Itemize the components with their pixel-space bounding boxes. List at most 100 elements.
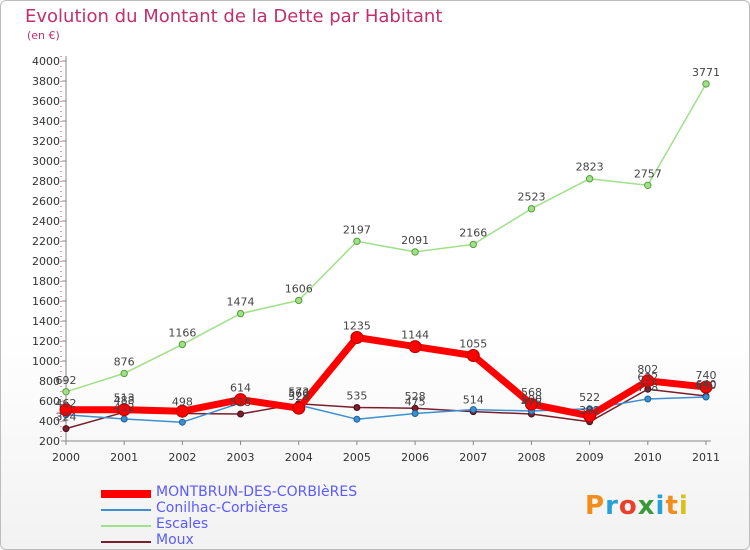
y-tick-label: 2200 (32, 235, 60, 248)
logo-letter: i (678, 491, 689, 521)
data-label-escales: 2823 (576, 161, 604, 174)
data-point-moux (353, 404, 361, 411)
data-point-conilhac (411, 410, 419, 417)
data-label-conilhac: 650 (696, 379, 717, 392)
logo-letter: o (618, 491, 638, 521)
data-label-montbrun: 568 (521, 386, 542, 399)
data-label-moux: 573 (288, 386, 309, 399)
data-point-montbrun (234, 393, 248, 407)
data-label-conilhac: 522 (579, 391, 600, 404)
x-tick-label: 2000 (52, 451, 80, 464)
data-label-moux: 498 (172, 396, 193, 409)
y-tick-label: 1200 (32, 335, 60, 348)
data-label-escales: 692 (56, 374, 77, 387)
data-label-moux: 392 (579, 404, 600, 417)
data-point-montbrun (524, 397, 538, 411)
data-point-montbrun (699, 380, 713, 394)
data-label-moux: 640 (696, 378, 717, 391)
data-point-conilhac (120, 415, 128, 423)
data-label-escales: 2523 (517, 191, 545, 204)
data-point-escales (353, 237, 361, 246)
y-tick-label: 2000 (32, 255, 60, 268)
data-point-escales (644, 181, 652, 190)
y-tick-label: 2400 (32, 215, 60, 228)
data-point-moux (62, 425, 70, 433)
data-point-escales (585, 175, 594, 183)
data-point-conilhac (353, 415, 361, 423)
data-label-moux: 535 (346, 390, 367, 403)
data-label-montbrun: 528 (288, 390, 309, 403)
data-point-montbrun (175, 404, 189, 418)
y-tick-label: 400 (39, 415, 60, 428)
legend-label: Conilhac-Corbières (156, 500, 289, 516)
data-point-escales (702, 80, 710, 88)
data-label-escales: 3771 (692, 66, 720, 79)
data-point-montbrun (59, 403, 73, 417)
data-label-conilhac: 475 (405, 396, 426, 409)
y-tick-label: 1600 (32, 295, 60, 308)
data-point-escales (411, 248, 419, 256)
x-tick-label: 2004 (285, 451, 313, 464)
data-label-moux: 324 (56, 411, 77, 424)
legend-swatch (101, 525, 151, 527)
data-label-conilhac: 560 (288, 387, 309, 400)
data-label-conilhac: 500 (521, 393, 542, 406)
logo-letter: t (665, 491, 679, 521)
data-label-montbrun: 740 (696, 369, 717, 382)
legend-label: Escales (156, 516, 209, 532)
x-tick-label: 2003 (227, 451, 255, 464)
x-tick-label: 2002 (168, 451, 196, 464)
legend-swatch (101, 490, 151, 498)
data-label-moux: 514 (463, 394, 484, 407)
x-tick-label: 2009 (576, 451, 604, 464)
data-label-escales: 1474 (227, 296, 255, 309)
y-tick-label: 3800 (32, 75, 60, 88)
x-tick-label: 2010 (634, 451, 662, 464)
data-label-moux: 528 (405, 390, 426, 403)
x-tick-label: 2005 (343, 451, 371, 464)
data-point-escales (178, 340, 187, 349)
data-point-escales (236, 309, 245, 318)
legend-label: MONTBRUN-DES-CORBIèRES (156, 484, 358, 500)
series-line-montbrun (65, 334, 707, 420)
y-tick-label: 1400 (32, 315, 60, 328)
data-point-montbrun (583, 409, 597, 423)
data-label-conilhac: 718 (637, 381, 658, 394)
x-tick-label: 2008 (517, 451, 545, 464)
data-label-escales: 2166 (459, 226, 487, 239)
y-tick-label: 200 (39, 435, 60, 448)
data-point-conilhac (644, 395, 652, 403)
y-tick-label: 1000 (32, 355, 60, 368)
data-point-moux (237, 410, 245, 418)
y-tick-label: 1800 (32, 275, 60, 288)
data-label-moux: 632 (637, 371, 658, 384)
y-tick-label: 2600 (32, 195, 60, 208)
data-label-escales: 2757 (634, 167, 662, 180)
data-point-montbrun (117, 403, 131, 417)
data-point-montbrun (641, 374, 655, 388)
chart-title: Evolution du Montant de la Dette par Hab… (25, 6, 443, 27)
data-point-escales (295, 296, 303, 305)
x-tick-label: 2007 (459, 451, 487, 464)
x-tick-label: 2011 (692, 451, 720, 464)
data-point-escales (527, 205, 536, 213)
data-point-escales (120, 369, 128, 378)
y-tick-label: 3600 (32, 95, 60, 108)
logo-letter: r (605, 491, 619, 521)
legend-swatch (101, 509, 151, 511)
data-label-escales: 2197 (343, 223, 371, 236)
y-tick-label: 4000 (32, 55, 60, 68)
data-label-escales: 1606 (285, 282, 313, 295)
data-label-moux: 488 (114, 394, 135, 407)
data-label-conilhac: 462 (56, 397, 77, 410)
data-label-escales: 1166 (168, 326, 196, 339)
data-point-montbrun (408, 340, 422, 354)
data-label-montbrun: 1144 (401, 329, 429, 342)
chart-unit-label: (en €) (27, 29, 60, 42)
data-label-conilhac: 412 (114, 401, 135, 414)
y-tick-label: 3000 (32, 155, 60, 168)
y-tick-label: 3400 (32, 115, 60, 128)
data-point-conilhac (702, 393, 710, 401)
data-point-escales (469, 240, 477, 249)
